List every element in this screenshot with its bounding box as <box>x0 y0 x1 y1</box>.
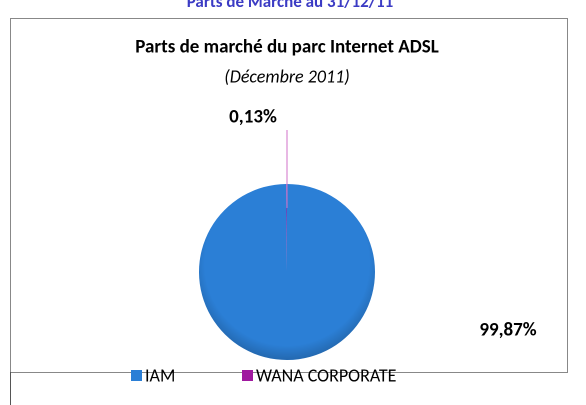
legend-label: WANA CORPORATE <box>256 364 397 386</box>
legend-label: IAM <box>145 364 175 386</box>
pie-shading <box>199 184 375 360</box>
chart-title: Parts de marché du parc Internet ADSL <box>135 36 439 59</box>
header-title: Parts de Marché au 31/12/11 <box>187 0 394 12</box>
legend-swatch <box>131 370 142 381</box>
data-label: 99,87% <box>479 319 536 342</box>
data-label: 0,13% <box>229 106 277 129</box>
chart-subtitle: (Décembre 2011) <box>224 65 349 87</box>
legend-swatch <box>242 370 253 381</box>
